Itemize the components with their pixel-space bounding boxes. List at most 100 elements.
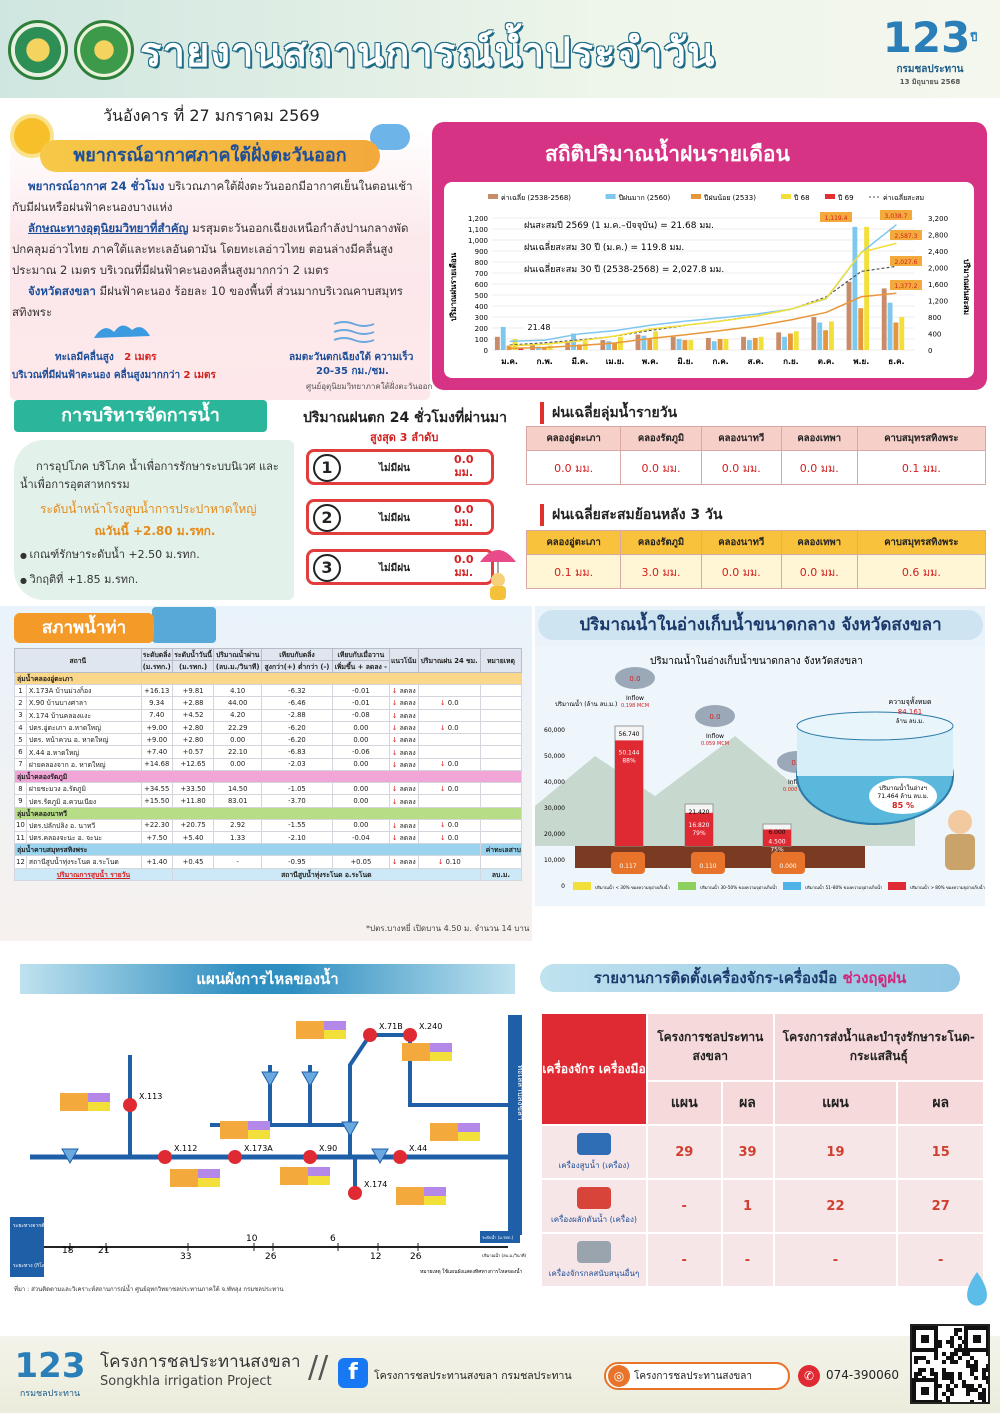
footer-row: ปริมาณการสูบน้ำ รายวัน สถานีสูบน้ำทุ่งระโ… (14, 867, 523, 881)
logo-superscript: ปี (970, 31, 978, 44)
group-extra: ค่าทะเลสาบ (479, 843, 523, 857)
table-cell: 10 (14, 818, 27, 832)
wx-p3: มีฝนฟ้าคะนอง ร้อยละ 10 ของพื้นที่ ส่วนมา… (12, 284, 403, 319)
qr-module (982, 1376, 986, 1380)
facebook-icon[interactable]: f (338, 1358, 368, 1388)
table-cell: +0.05 (331, 855, 390, 869)
station-box (296, 1021, 324, 1039)
res-pct: 79% (692, 830, 706, 837)
table-cell: ปตร.อู่ตะเภา อ.หาดใหญ่ (25, 720, 142, 735)
logo-org: กรมชลประทาน (896, 64, 964, 75)
bar (881, 288, 887, 350)
facebook-link[interactable]: โครงการชลประทานสงขลา กรมชลประทาน (374, 1370, 572, 1382)
group-name: ลุ่มน้ำคลองนาทวี (14, 806, 522, 820)
qr-module (974, 1368, 978, 1372)
y2-tick-label: 2,400 (928, 248, 948, 256)
table-cell: 0.00 (213, 733, 263, 747)
table-cell: X.44 อ.หาดใหญ่ (25, 745, 142, 759)
table-cell: +15.50 (140, 794, 173, 808)
qr-module (966, 1384, 970, 1388)
legend-label: ปี 69 (838, 194, 854, 202)
website-text[interactable]: โครงการชลประทานสงขลา (634, 1371, 752, 1382)
bar (787, 333, 793, 350)
wave-storm-label: บริเวณที่มีฝนฟ้าคะนอง คลื่นสูงมากกว่า 2 … (12, 368, 216, 383)
table-cell: +34.55 (140, 782, 173, 796)
station-box (458, 1123, 480, 1132)
rank-badge: 2 (313, 504, 341, 532)
table-cell: +16.13 (140, 683, 173, 698)
table-cell: +0.57 (171, 745, 215, 759)
col-station: สถานี (14, 648, 142, 673)
machines-title-b: ช่วงฤดูฝน (842, 969, 907, 987)
table-cell: 4 (14, 720, 27, 735)
rain-summary: ฝนเฉลี่ยสะสม 30 ปี (ม.ค.) = 119.8 มม. (524, 240, 684, 253)
wind-icon (333, 321, 375, 343)
table-cell (417, 745, 481, 759)
legend-label: ปีฝนน้อย (2533) (704, 194, 756, 202)
qr-module (966, 1360, 970, 1364)
qr-module (958, 1356, 962, 1360)
gate-icon (301, 1071, 319, 1088)
qr-module (922, 1356, 926, 1360)
outflow-value: 0.000 (779, 863, 796, 870)
label: เครื่องสูบน้ำ (เครื่อง) (558, 1160, 630, 1170)
cell: 1 (720, 1178, 775, 1234)
table-cell (417, 733, 481, 747)
qr-module (958, 1376, 962, 1380)
bar (494, 336, 500, 350)
qr-module (986, 1352, 988, 1356)
rain-summary: ฝนเฉลี่ยสะสม 30 ปี (2538-2568) = 2,027.8… (524, 262, 724, 275)
wx-p2: มรสุมตะวันออกเฉียงเหนือกำลังปานกลางพัดปก… (12, 221, 409, 277)
legend-label: ปีฝนมาก (2560) (618, 194, 670, 202)
annotation-label: 3,038.7 (885, 213, 908, 220)
station-box (248, 1130, 270, 1139)
rain24-row-3: 3 ไม่มีฝน 0.0 มม. (306, 549, 494, 585)
note-cell (479, 830, 523, 845)
y2-tick-label: 1,600 (928, 281, 948, 289)
weather-panel (10, 130, 430, 400)
qr-module (950, 1376, 954, 1380)
machines-title: รายงานการติดตั้งเครื่องจักร-เครื่องมือ ช… (540, 964, 960, 992)
station-label: X.173A (244, 1144, 273, 1153)
scale-label: ระยะทาง (กิโลเมตร) (13, 1262, 58, 1269)
qr-module (950, 1372, 954, 1376)
current-label: ปริมาณน้ำในอ่างฯ (879, 782, 927, 792)
table-cell: -2.10 (261, 830, 333, 845)
res-value: 50.144 (619, 749, 640, 756)
y-tick-label: 800 (475, 259, 488, 267)
qr-module (926, 1360, 930, 1364)
flow-title: แผนผังการไหลของน้ำ (20, 964, 515, 994)
col-group-2: โครงการส่งน้ำและบำรุงรักษาระโนด-กระแสสิน… (772, 1012, 985, 1082)
qr-module (978, 1384, 982, 1388)
water-drop-icon (967, 1272, 987, 1306)
canal-table: สถานี ระดับตลิ่ง ระดับน้ำวันนี้ ปริมาณน้… (14, 648, 523, 881)
cell: 19 (772, 1124, 899, 1180)
y2-tick-label: 1,200 (928, 298, 948, 306)
bar (823, 330, 829, 350)
res-pct: 75% (770, 847, 784, 854)
table-cell: 6 (14, 745, 27, 759)
table-cell: ↓ ลดลง (388, 818, 419, 832)
group-name: ลุ่มน้ำคลองรัตภูมิ (14, 770, 522, 784)
website-link[interactable] (604, 1362, 790, 1390)
qr-module (950, 1356, 954, 1360)
x-tick-label: ก.พ. (537, 357, 553, 366)
qr-module (934, 1352, 938, 1356)
table-cell: -3.70 (261, 794, 333, 808)
rain24-label: ไม่มีฝน (379, 513, 410, 524)
bar (793, 331, 799, 350)
basin-value: 0.0 มม. (780, 450, 858, 485)
table-row: 8 ฝายชะมวง อ.รัตภูมิ +34.55 +33.50 14.50 -1.0… (14, 782, 523, 796)
y-axis-label: ปริมาณฝนรายเดือน (448, 252, 458, 321)
reservoir-fill-bar (615, 740, 643, 846)
bar (670, 336, 676, 350)
res-pct: 88% (622, 757, 636, 764)
table-cell: ปตร.ปลักปลิง อ. นาทวี (25, 818, 142, 832)
gate-icon (152, 607, 216, 643)
basin-header: คลองอู่ตะเภา (525, 426, 622, 451)
bar (893, 322, 899, 350)
y-tick-label: 600 (475, 281, 488, 289)
station-marker (363, 1028, 377, 1042)
reservoir-fill-bar (763, 829, 791, 846)
report-date: วันอังคาร ที่ 27 มกราคม 2569 (103, 106, 320, 125)
